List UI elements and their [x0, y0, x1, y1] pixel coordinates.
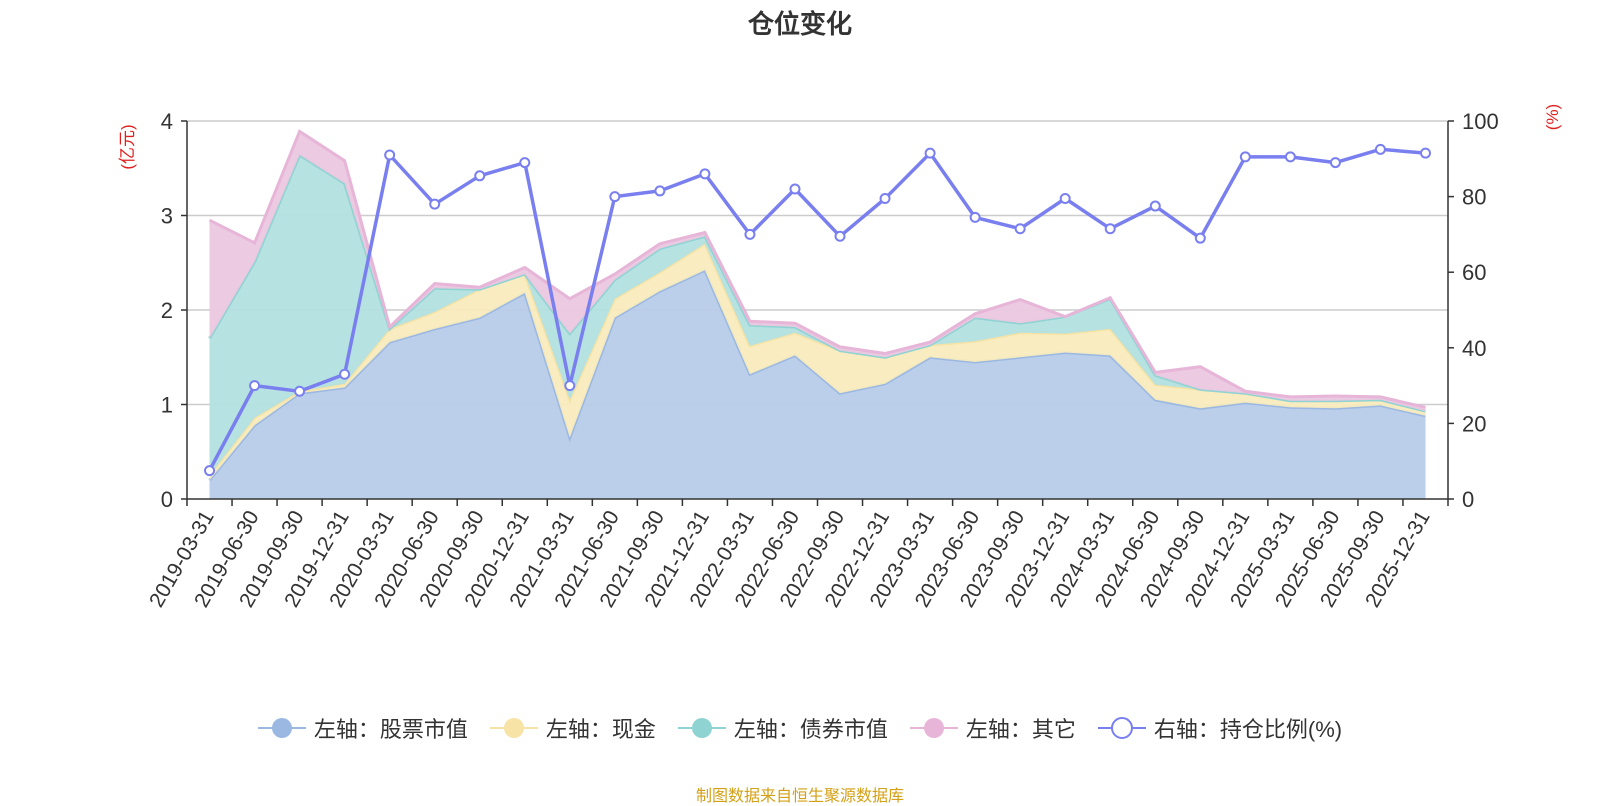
area-左轴：债券市值 [209, 155, 1426, 476]
ratio-point [1104, 223, 1116, 235]
ratio-point [429, 198, 441, 210]
y-left-tick-label: 0 [161, 487, 173, 512]
legend-item[interactable]: 左轴：债券市值 [677, 712, 888, 744]
legend-item[interactable]: 左轴：股票市值 [257, 712, 468, 744]
ratio-point [789, 183, 801, 195]
source-note: 制图数据来自恒生聚源数据库 [695, 788, 904, 805]
legend-item[interactable]: 右轴：持仓比例(%) [1097, 712, 1343, 744]
y-right-tick-label: 80 [1462, 185, 1486, 210]
line-右轴：持仓比例(%) [207, 147, 1426, 472]
ratio-point [924, 147, 936, 159]
ratio-point [1419, 147, 1431, 159]
ratio-point [654, 185, 666, 197]
ratio-line [204, 143, 1431, 477]
y-right-tick-label: 0 [1462, 487, 1474, 512]
ratio-point [879, 192, 891, 204]
stacked-areas [208, 129, 1426, 499]
y-left-tick-label: 3 [161, 204, 173, 229]
legend-item[interactable]: 左轴：现金 [489, 712, 656, 744]
ratio-point [834, 230, 846, 242]
y-right-tick-label: 20 [1462, 411, 1486, 436]
legend-marker-icon [677, 718, 726, 738]
ratio-point [1149, 200, 1161, 212]
area-edge-左轴：其它 [208, 129, 1426, 409]
area-左轴：股票市值 [209, 270, 1426, 499]
y-right-axis-label: (%) [1543, 104, 1562, 130]
legend-label: 右轴：持仓比例(%) [1153, 717, 1343, 742]
ratio-point [1194, 232, 1206, 244]
ratio-point [564, 380, 576, 392]
legend-label: 左轴：现金 [545, 717, 656, 742]
y-right-tick-label: 100 [1462, 109, 1499, 134]
legend-marker-icon [909, 718, 958, 738]
ratio-point [294, 385, 306, 397]
y-right-tick-label: 60 [1462, 260, 1486, 285]
legend-label: 左轴：其它 [965, 717, 1076, 742]
ratio-point [969, 211, 981, 223]
ratio-point [204, 465, 216, 477]
ratio-point [699, 168, 711, 180]
ratio-point [1329, 157, 1341, 169]
legend-label: 左轴：股票市值 [313, 717, 468, 742]
ratio-point [1239, 151, 1251, 163]
ratio-point [609, 191, 621, 203]
ratio-point [474, 170, 486, 182]
ratio-point [1059, 192, 1071, 204]
y-left-tick-label: 2 [161, 298, 173, 323]
y-right-tick-label: 40 [1462, 336, 1486, 361]
y-left-tick-label: 1 [161, 393, 173, 418]
ratio-point [1374, 143, 1386, 155]
legend: 左轴：股票市值 左轴：现金 左轴：债券市值 左轴：其它 右轴：持仓比例(%) [0, 712, 1600, 744]
legend-hollow-marker-icon [1097, 717, 1146, 739]
ratio-point [1014, 223, 1026, 235]
chart-title: 仓位变化 [747, 9, 852, 39]
legend-label: 左轴：债券市值 [733, 717, 888, 742]
ratio-point [519, 157, 531, 169]
legend-marker-icon [257, 718, 306, 738]
ratio-point [384, 149, 396, 161]
ratio-point [744, 228, 756, 240]
ratio-point [339, 368, 351, 380]
y-left-tick-label: 4 [161, 109, 173, 134]
legend-marker-icon [489, 718, 538, 738]
y-left-axis-label: (亿元) [118, 124, 137, 169]
area-左轴：现金 [209, 243, 1426, 481]
ratio-point [249, 380, 261, 392]
ratio-point [1284, 151, 1296, 163]
legend-item[interactable]: 左轴：其它 [909, 712, 1076, 744]
area-左轴：其它 [209, 131, 1426, 412]
